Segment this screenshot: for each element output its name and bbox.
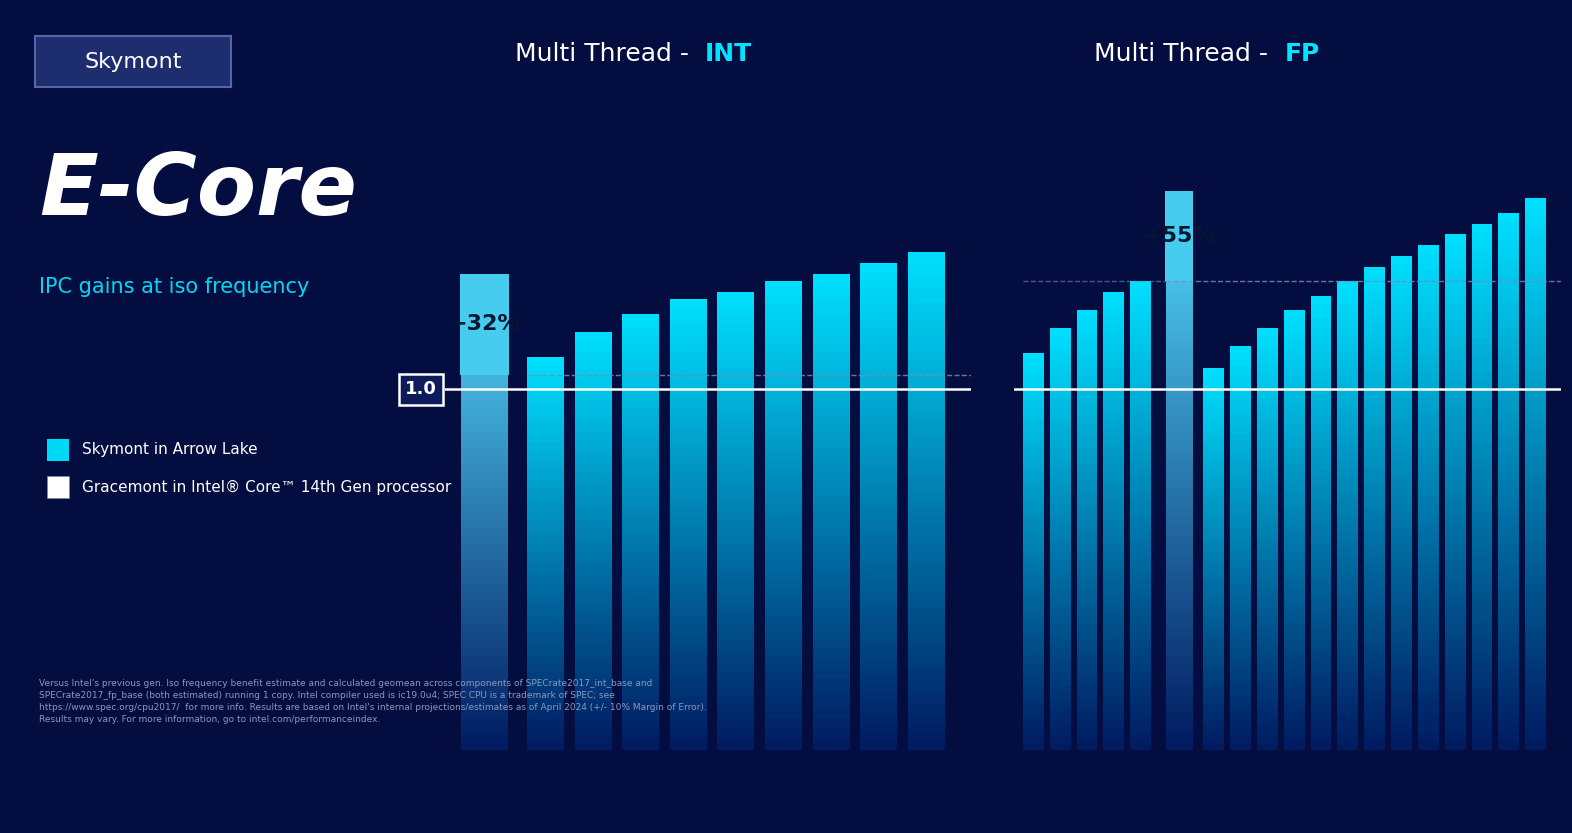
Bar — [459, 274, 509, 375]
Text: INT: INT — [706, 42, 751, 66]
Text: 1.0: 1.0 — [406, 381, 437, 398]
Text: E-Core: E-Core — [39, 150, 357, 233]
Text: Skymont: Skymont — [83, 52, 182, 72]
Text: +32%: +32% — [448, 315, 520, 335]
Text: Versus Intel's previous gen. Iso frequency benefit estimate and calculated geome: Versus Intel's previous gen. Iso frequen… — [39, 679, 707, 725]
Bar — [1165, 191, 1193, 282]
Text: Multi Thread -: Multi Thread - — [1094, 42, 1284, 66]
Text: Skymont in Arrow Lake: Skymont in Arrow Lake — [82, 442, 258, 457]
Text: Gracemont in Intel® Core™ 14th Gen processor: Gracemont in Intel® Core™ 14th Gen proce… — [82, 480, 451, 495]
Text: IPC gains at iso frequency: IPC gains at iso frequency — [39, 277, 310, 297]
Text: +55%: +55% — [1143, 227, 1215, 247]
Text: Multi Thread -: Multi Thread - — [516, 42, 706, 66]
Text: FP: FP — [1284, 42, 1319, 66]
